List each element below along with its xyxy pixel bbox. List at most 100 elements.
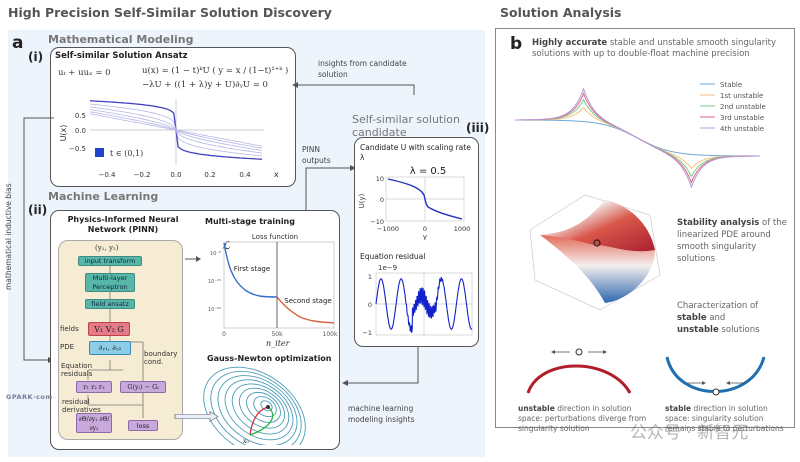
fields-block: V₁ V₂ G <box>88 322 130 336</box>
contour-line <box>210 370 302 445</box>
pinn-inputs: (y₁, y₂) <box>95 244 119 252</box>
loss-ylabel: ℒ <box>222 239 231 252</box>
left-arrow-icon <box>726 381 730 385</box>
contour-line <box>203 366 306 445</box>
ytick: 1 <box>368 273 372 281</box>
candidate-box <box>354 137 479 347</box>
accuracy-bold: Highly accurate <box>532 38 608 48</box>
insights-arrow <box>292 82 415 95</box>
xtick: 0.4 <box>239 171 251 179</box>
candidate-curve <box>387 178 463 220</box>
x0-label: x₀ <box>243 438 249 445</box>
xtick: 1000 <box>454 225 471 233</box>
stable-bold: stable <box>665 404 692 413</box>
candidate-chart: λ = 0.5 U(y) 10 0 −10 −1000 0 1000 y <box>358 166 471 240</box>
watermark: 公众号 · 新智元 <box>630 423 749 443</box>
ansatz-curve <box>89 113 263 147</box>
accuracy-rest: stable and unstable smooth singularity s… <box>532 38 776 59</box>
mlp-block: Multi-layer Perceptron <box>85 273 135 292</box>
bounding-box <box>529 194 661 311</box>
stability-text: Stability analysis of the linearized PDE… <box>677 217 787 265</box>
unstable-bold: unstable <box>518 404 555 413</box>
pde-label: PDE <box>60 343 75 351</box>
ytick: −1 <box>362 329 372 337</box>
pinn-title: Physics-Informed Neural Network (PINN) <box>67 215 179 234</box>
optimum-point <box>266 405 270 409</box>
ml-insights-label: machine learning modeling insights <box>348 404 415 424</box>
singularity-point <box>593 239 601 247</box>
xtick: 0.0 <box>170 171 181 179</box>
watermark-site: GPARK·com <box>6 393 53 401</box>
ytick: 10 <box>376 175 384 183</box>
xtick: 0.2 <box>204 171 215 179</box>
left-title: High Precision Self-Similar Solution Dis… <box>8 5 332 20</box>
right-arrow-icon <box>702 381 706 385</box>
contour-line <box>231 383 290 435</box>
field-ansatz-block: field ansatz <box>85 299 135 309</box>
loss-xlabel: n_iter <box>266 339 290 348</box>
multistage-title: Multi-stage training <box>205 217 295 226</box>
insights-label: insights from candidate solution <box>318 59 407 79</box>
roman-i: (i) <box>28 50 44 64</box>
char-solutions: solutions <box>718 325 760 335</box>
ytick: 0.5 <box>75 112 86 120</box>
xtick: −0.2 <box>134 171 151 179</box>
burgers-equation: uₜ + uuₓ = 0 <box>58 68 111 78</box>
legend-label: Stable <box>720 81 742 89</box>
stability-bold: Stability analysis <box>677 218 760 228</box>
unstable-caption: unstable direction in solution space: pe… <box>518 404 653 434</box>
hollow-arrow <box>174 410 219 423</box>
ansatz-equation: u(x) = (1 − t)ᵏU ( y = x / (1−t)¹⁺ᵏ ) <box>142 66 289 76</box>
unstable-arc <box>526 364 632 394</box>
pinn-outputs-label: PINN outputs <box>302 145 331 165</box>
first-stage-label: First stage <box>234 265 270 273</box>
ylabel: U(y) <box>358 193 366 208</box>
legend-label: 3rd unstable <box>720 114 764 122</box>
contour-line <box>217 375 298 445</box>
stable-diagram <box>665 356 766 396</box>
pinn-to-training-arrow <box>185 256 201 262</box>
ytick: 10⁻²⁵ <box>208 307 221 313</box>
pinn-outputs-arrow <box>305 165 356 215</box>
right-title: Solution Analysis <box>500 5 622 20</box>
roman-iii: (iii) <box>466 121 490 135</box>
solution-curve <box>515 87 760 188</box>
panel-b-label: b <box>510 34 523 54</box>
ball <box>575 348 583 356</box>
loss-block: loss <box>128 420 158 431</box>
ytick: 10⁻¹⁵ <box>208 279 221 285</box>
xtick: −0.4 <box>99 171 117 179</box>
saddle-bottom <box>540 235 655 303</box>
second-stage-curve <box>276 296 335 324</box>
ansatz-title: Self-similar Solution Ansatz <box>55 51 188 61</box>
stable-caption: stable direction in solution space: sing… <box>665 404 790 434</box>
legend-label: 1st unstable <box>720 92 763 100</box>
ball <box>712 388 720 396</box>
stable-arc <box>665 356 766 393</box>
unstable-rest: direction in solution space: perturbatio… <box>518 404 647 433</box>
ylabel: U(x) <box>59 125 68 142</box>
gauss-newton-title: Gauss-Newton optimization <box>207 354 332 363</box>
stability-rest: of the linearized PDE around smooth sing… <box>677 218 787 264</box>
green-path <box>249 406 274 436</box>
candidate-section-title: Self-similar solution candidate <box>352 113 460 139</box>
legend-label: 2nd unstable <box>720 103 766 111</box>
loss-chart-title: Loss function <box>252 233 298 241</box>
contour-line <box>246 391 281 423</box>
loss-chart: Loss function ℒ First stage Second stage… <box>208 233 338 338</box>
input-transform-block: input transform <box>78 256 142 266</box>
residual-derivatives-label: residual derivatives <box>62 398 101 414</box>
xtick: −1000 <box>377 225 399 233</box>
boundary-block: G(yᵢ) − Gᵢ <box>120 381 166 393</box>
profile-equation: −λU + ((1 + λ)y + U)∂ᵧU = 0 <box>142 80 268 90</box>
contour-line <box>224 379 294 441</box>
ytick: −10 <box>370 218 384 226</box>
fields-label: fields <box>60 325 79 333</box>
roman-ii: (ii) <box>28 203 48 217</box>
contour-line <box>238 387 286 429</box>
xtick: 100k <box>323 331 338 338</box>
char-unstable: unstable <box>677 325 719 335</box>
characterization-text: Characterization of stable and unstable … <box>677 300 787 336</box>
left-arrow-icon <box>551 350 555 354</box>
char-stable: stable <box>677 313 707 323</box>
